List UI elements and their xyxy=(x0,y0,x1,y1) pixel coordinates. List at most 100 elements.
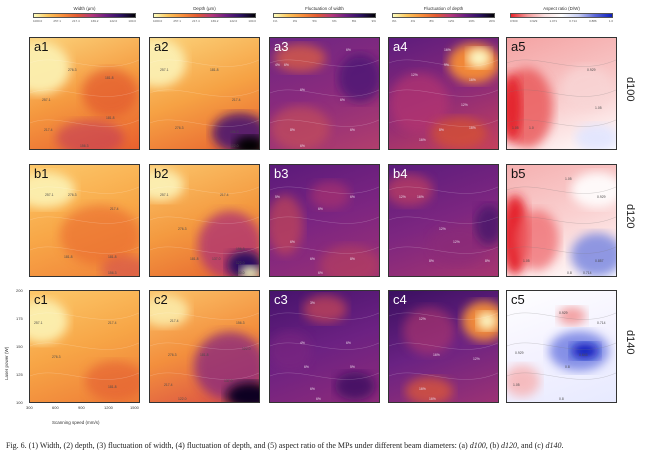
y-axis-title: Laser power (W) xyxy=(4,346,9,380)
contour-region xyxy=(338,54,379,102)
contour-value-label: 122.0 xyxy=(242,347,251,351)
contour-region xyxy=(82,69,138,117)
contour-fill xyxy=(270,181,379,276)
colorbar-tick-label: 257.1 xyxy=(173,19,181,23)
contour-fill xyxy=(507,307,616,397)
contour-panel-a1: a1 276.3 257.1 181.8 217.4 181.8 156.3 xyxy=(29,37,140,150)
contour-line xyxy=(30,89,139,97)
contour-line xyxy=(389,89,498,97)
contour-value-label: 122.0 xyxy=(230,144,239,148)
contour-panel-a5: a5 0.929 1.05 1.05 1.0 xyxy=(506,37,617,150)
contour-value-label: 1.05 xyxy=(565,177,572,181)
colorbar-tick-label: 100.0 xyxy=(128,19,136,23)
contour-value-label: 217.4 xyxy=(164,383,173,387)
contour-line xyxy=(507,312,616,320)
panel-label: b1 xyxy=(34,166,49,181)
contour-fill xyxy=(389,43,498,149)
panel-label: a1 xyxy=(34,39,49,54)
contour-value-label: 8% xyxy=(429,259,434,263)
contour-line xyxy=(389,59,498,67)
contour-panel-a4: a4 16% 9% 12% 16% 12% 16% 8% 16% xyxy=(388,37,499,150)
contour-value-label: 16% xyxy=(444,48,451,52)
contour-value-label: 4% xyxy=(275,63,280,67)
x-axis-title: Scanning speed (mm/s) xyxy=(52,420,100,425)
contour-region xyxy=(507,74,522,142)
panel-label: a5 xyxy=(511,39,526,54)
contour-line xyxy=(270,186,379,194)
contour-value-label: 276.3 xyxy=(68,68,77,72)
contour-fill xyxy=(270,295,379,400)
contour-region xyxy=(101,256,139,276)
figure-caption: Fig. 6. (1) Width, (2) depth, (3) fluctu… xyxy=(6,440,642,451)
colorbar-title: Width (μm) xyxy=(73,6,96,11)
contour-panel-c2: c2 217.4 156.3 276.3 181.8 122.0 217.4 137.0 122… xyxy=(149,290,260,403)
contour-region xyxy=(335,372,375,400)
contour-value-label: 217.4 xyxy=(232,98,241,102)
contour-value-label: 4% xyxy=(300,341,305,345)
contour-value-label: 12% xyxy=(399,195,406,199)
contour-region xyxy=(150,295,189,327)
colorbar-tick-label: 16% xyxy=(468,19,475,23)
contour-fill xyxy=(150,169,259,276)
colorbar-tick-label: 9% xyxy=(371,19,376,23)
contour-fill xyxy=(389,174,498,265)
colorbar xyxy=(153,13,256,18)
contour-value-label: 6% xyxy=(316,397,321,401)
contour-value-label: 181.8 xyxy=(108,385,117,389)
contour-value-label: 16% xyxy=(433,353,440,357)
contour-value-label: 217.4 xyxy=(220,193,229,197)
contour-value-label: 257.1 xyxy=(42,98,51,102)
contour-value-label: 6% xyxy=(290,240,295,244)
caption-d120: d120 xyxy=(501,441,518,450)
colorbar-tick-label: 1.071 xyxy=(549,19,558,23)
contour-panel-b3: b3 5% 6% 6% 6% 6% 8% 6% xyxy=(269,164,380,277)
contour-value-label: 156.3 xyxy=(236,321,245,325)
contour-value-label: 6% xyxy=(304,365,309,369)
contour-line xyxy=(30,119,139,127)
contour-line xyxy=(389,216,498,224)
contour-region xyxy=(85,361,139,401)
contour-line xyxy=(270,89,379,97)
caption-d100: d100 xyxy=(469,441,486,450)
row-label-d100: d100 xyxy=(624,77,636,102)
colorbar-tick-label: 257.1 xyxy=(53,19,61,23)
contour-line xyxy=(507,246,616,254)
contour-value-label: 6% xyxy=(346,341,351,345)
contour-value-label: 16% xyxy=(469,126,476,130)
contour-value-label: 217.4 xyxy=(108,321,117,325)
contour-region xyxy=(507,365,540,397)
x-tick-label: 900 xyxy=(78,405,85,410)
contour-fill xyxy=(30,172,139,276)
contour-value-label: 8% xyxy=(290,128,295,132)
colorbar-tick-label: 6% xyxy=(332,19,337,23)
contour-line xyxy=(507,59,616,67)
colorbar-tick-label: 217.4 xyxy=(72,19,80,23)
contour-region xyxy=(310,181,350,209)
contour-region xyxy=(575,124,616,149)
contour-value-label: 0.714 xyxy=(597,321,606,325)
contour-line xyxy=(30,372,139,380)
contour-value-label: 181.8 xyxy=(64,255,73,259)
contour-value-label: 181.8 xyxy=(108,255,117,259)
contour-value-label: 181.8 xyxy=(106,116,115,120)
colorbar xyxy=(273,13,376,18)
colorbar-tick-label: 3% xyxy=(292,19,298,23)
contour-line xyxy=(270,59,379,67)
y-tick-label: 125 xyxy=(16,372,23,377)
contour-fill xyxy=(507,172,616,276)
colorbar-tick-label: 8% xyxy=(429,19,434,23)
colorbar xyxy=(510,13,613,18)
contour-panel-b1: b1 257.1 276.3 217.4 181.8 181.8 156.3 xyxy=(29,164,140,277)
contour-region xyxy=(477,312,497,330)
contour-fill xyxy=(30,42,139,149)
contour-value-label: 276.3 xyxy=(175,126,184,130)
contour-line xyxy=(507,342,616,350)
caption-d140: d140 xyxy=(545,441,562,450)
colorbar-tick-label: 12% xyxy=(448,19,455,23)
contour-line xyxy=(507,186,616,194)
contour-value-label: 276.3 xyxy=(178,227,187,231)
contour-value-label: 6% xyxy=(318,207,323,211)
contour-line xyxy=(270,246,379,254)
contour-value-label: 137.0 xyxy=(224,379,233,383)
colorbar-tick-label: 1000.0 xyxy=(153,19,163,23)
